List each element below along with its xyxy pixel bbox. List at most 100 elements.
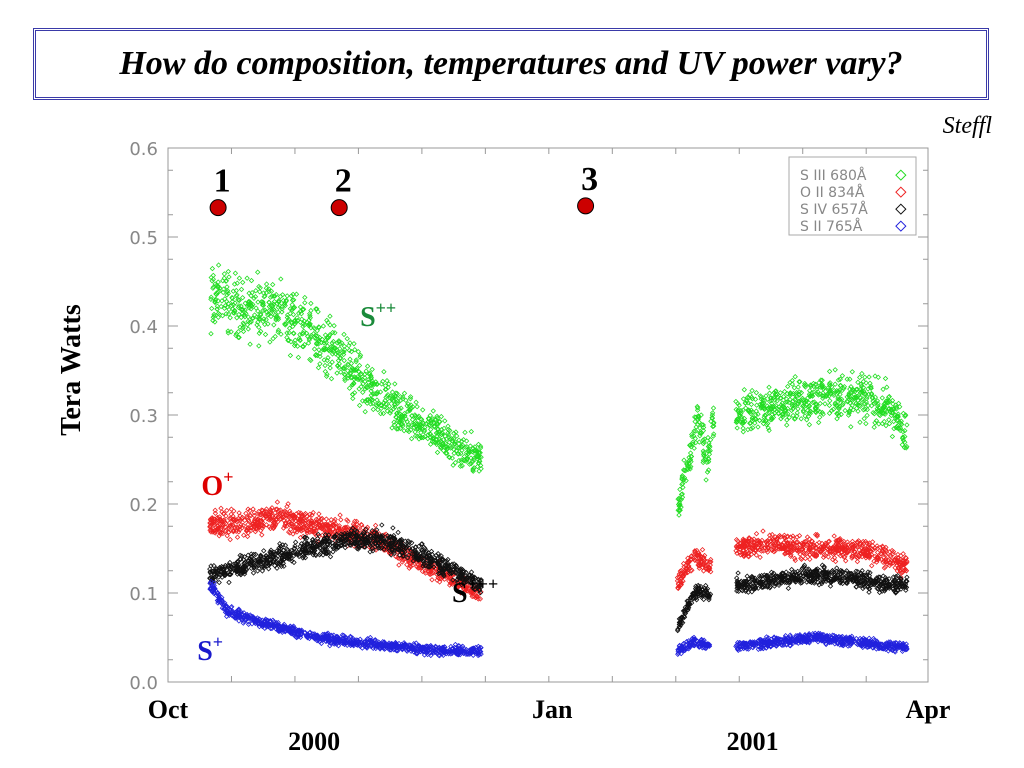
data-point — [317, 353, 323, 360]
data-point — [476, 458, 482, 464]
data-point — [394, 400, 401, 407]
data-point — [374, 390, 380, 397]
data-point — [356, 402, 363, 409]
data-point — [234, 534, 241, 540]
data-point — [430, 408, 436, 414]
data-point — [456, 441, 462, 447]
data-point — [266, 299, 272, 305]
data-point — [384, 378, 390, 384]
data-point — [749, 387, 755, 394]
data-point — [436, 436, 442, 442]
data-point — [816, 419, 822, 426]
data-point — [362, 409, 368, 415]
data-point — [297, 308, 303, 315]
data-point — [215, 284, 221, 291]
data-point — [233, 331, 240, 337]
data-point — [215, 279, 221, 285]
data-point — [289, 297, 296, 303]
data-point — [707, 437, 714, 443]
data-point — [387, 395, 393, 401]
data-point — [766, 390, 773, 396]
data-point — [250, 570, 257, 576]
data-point — [257, 289, 263, 295]
data-point — [425, 416, 432, 422]
data-point — [219, 298, 225, 304]
data-point — [287, 352, 294, 359]
data-point — [414, 426, 421, 432]
data-point — [230, 302, 237, 308]
data-point — [364, 363, 371, 369]
data-point — [275, 329, 281, 335]
data-point — [346, 343, 352, 349]
data-point — [292, 337, 298, 343]
data-point — [292, 340, 298, 347]
data-point — [351, 341, 357, 347]
data-point — [289, 302, 295, 308]
data-point — [275, 299, 282, 305]
data-point — [308, 307, 314, 314]
data-point — [369, 366, 375, 373]
data-point — [390, 406, 397, 412]
data-point — [359, 398, 366, 404]
data-point — [308, 325, 314, 331]
data-point — [441, 425, 447, 432]
data-point — [317, 350, 323, 357]
data-point — [228, 303, 235, 309]
data-point — [226, 274, 232, 280]
data-point — [270, 335, 276, 342]
data-point — [350, 395, 356, 402]
data-point — [398, 405, 404, 411]
series-3-points — [207, 578, 910, 659]
data-point — [253, 288, 259, 294]
data-point — [345, 362, 352, 368]
data-point — [221, 271, 228, 277]
data-point — [228, 506, 235, 512]
data-point — [304, 330, 310, 337]
data-point — [855, 408, 861, 414]
data-point — [387, 410, 393, 416]
data-point — [271, 307, 277, 314]
data-point — [257, 316, 263, 322]
data-point — [334, 362, 341, 369]
data-point — [422, 424, 428, 431]
data-point — [406, 428, 412, 435]
data-point — [359, 376, 366, 383]
data-point — [349, 391, 356, 397]
data-point — [274, 499, 281, 505]
data-point — [468, 428, 474, 435]
data-point — [681, 457, 687, 463]
data-point — [900, 551, 906, 557]
data-point — [795, 384, 801, 390]
data-point — [705, 467, 712, 473]
data-point — [378, 381, 385, 387]
data-point — [381, 369, 387, 375]
data-point — [373, 381, 380, 387]
data-point — [298, 311, 305, 317]
data-point — [753, 531, 760, 537]
data-point — [832, 367, 838, 373]
data-point — [404, 419, 410, 425]
data-point — [706, 440, 712, 446]
data-point — [346, 385, 353, 391]
data-point — [364, 383, 370, 389]
data-point — [329, 351, 336, 357]
data-point — [798, 416, 804, 422]
data-point — [220, 289, 226, 296]
data-point — [433, 430, 440, 436]
data-point — [335, 352, 341, 359]
data-point — [319, 336, 326, 343]
data-point — [806, 422, 813, 428]
data-point — [395, 529, 401, 536]
data-point — [691, 445, 697, 451]
data-point — [439, 430, 445, 436]
data-point — [863, 420, 869, 427]
data-point — [322, 368, 328, 375]
data-point — [294, 315, 300, 321]
data-point — [412, 429, 418, 435]
data-point — [280, 297, 287, 304]
data-point — [218, 505, 224, 511]
data-point — [316, 511, 322, 517]
data-point — [307, 321, 313, 327]
data-point — [256, 343, 262, 349]
data-point — [392, 381, 398, 387]
